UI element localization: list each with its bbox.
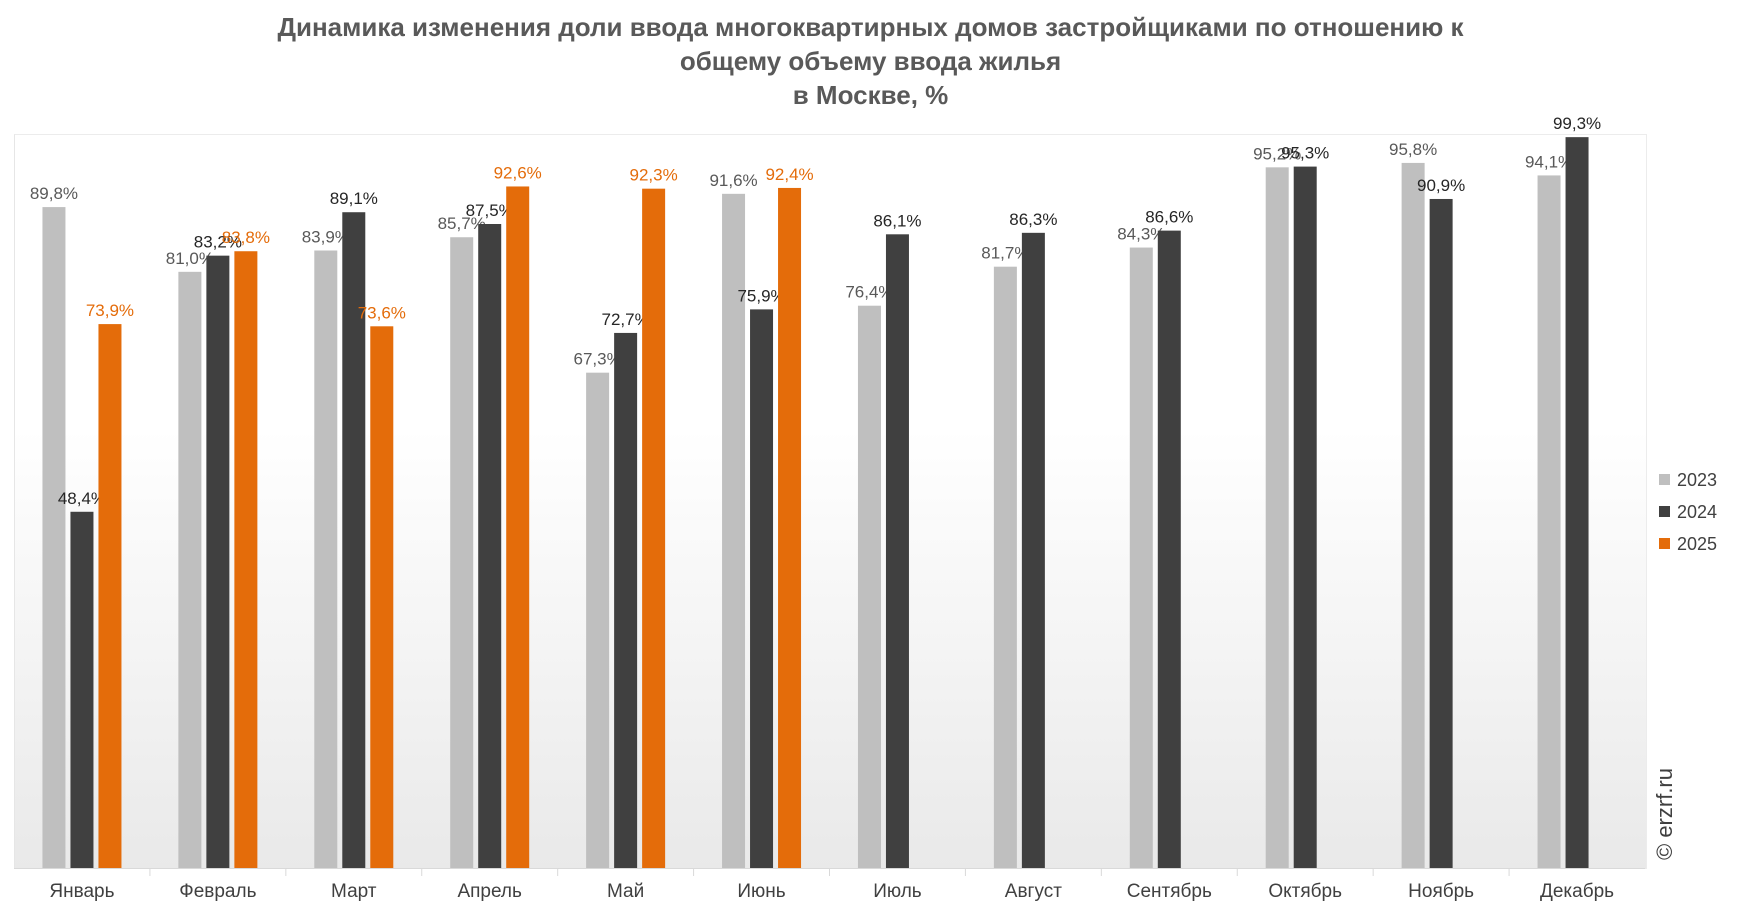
x-tick-label: Декабрь [1540,881,1614,902]
legend-swatch-2024 [1659,506,1670,517]
data-label-2024-1: 48,4% [58,489,106,508]
bar-2024-8 [1021,232,1045,868]
x-tick-label: Февраль [179,881,256,902]
bar-2023-8 [993,266,1017,868]
bar-2024-5 [614,332,638,869]
x-tick-label: Октябрь [1268,881,1342,902]
chart-title: Динамика изменения доли ввода многокварт… [0,10,1741,112]
x-tick-label: Июль [873,881,922,902]
legend-label-2025: 2025 [1677,534,1717,554]
data-label-2025-2: 83,8% [222,228,270,247]
data-label-2024-4: 87,5% [466,201,514,220]
bar-2024-6 [750,309,774,869]
data-label-2023-2: 81,0% [166,249,214,268]
bar-2025-4 [506,186,530,869]
bar-2025-5 [642,188,666,868]
bar-2023-7 [857,305,881,868]
plot-area [14,134,1647,869]
bar-2024-4 [478,224,502,868]
bar-2023-3 [314,250,338,869]
bar-2023-1 [42,207,66,868]
bar-2024-7 [885,234,909,868]
bar-2024-3 [342,212,366,868]
data-label-2023-1: 89,8% [30,184,78,203]
data-label-2024-5: 72,7% [602,310,650,329]
bar-2025-2 [234,251,258,868]
bar-2023-11 [1401,162,1425,869]
data-label-2024-12: 99,3% [1553,114,1601,133]
bar-2025-1 [98,324,122,868]
bar-2023-9 [1129,247,1153,868]
data-label-2024-9: 86,6% [1145,208,1193,227]
bar-2023-6 [722,193,746,869]
data-label-2025-3: 73,6% [358,303,406,322]
data-label-2024-2: 83,2% [194,233,242,252]
bar-2024-11 [1429,198,1453,868]
legend-swatch-2025 [1659,538,1670,549]
bar-2024-1 [70,511,94,868]
x-tick-label: Июнь [737,881,785,902]
bar-2023-10 [1265,167,1289,868]
data-label-2024-6: 75,9% [737,286,785,305]
legend-label-2023: 2023 [1677,470,1717,490]
bar-2023-5 [586,372,610,868]
x-tick-label: Сентябрь [1127,881,1212,902]
data-label-2024-8: 86,3% [1009,210,1057,229]
bar-2023-2 [178,271,202,869]
bar-2024-12 [1565,137,1589,869]
data-label-2024-10: 95,3% [1281,144,1329,163]
data-label-2025-6: 92,4% [765,165,813,184]
data-label-2023-10: 95,2% [1253,144,1301,163]
bar-2025-3 [370,326,394,869]
chart-title-line-3: в Москве, % [792,80,949,110]
x-tick-label: Май [607,881,644,902]
data-label-2023-8: 81,7% [981,244,1029,263]
data-label-2024-11: 90,9% [1417,176,1465,195]
data-label-2023-11: 95,8% [1389,140,1437,159]
data-label-2023-6: 91,6% [709,171,757,190]
data-label-2024-3: 89,1% [330,189,378,208]
data-label-2024-7: 86,1% [873,211,921,230]
watermark: © erzrf.ru [1652,768,1677,860]
bar-2023-12 [1537,175,1561,868]
data-label-2023-5: 67,3% [574,350,622,369]
legend-label-2024: 2024 [1677,502,1717,522]
data-label-2025-5: 92,3% [630,166,678,185]
chart-title-line-2: общему объему ввода жилья [679,46,1062,76]
data-label-2023-3: 83,9% [302,227,350,246]
bar-2024-2 [206,255,230,868]
x-tick-label: Январь [49,881,114,902]
data-label-2023-12: 94,1% [1525,152,1573,171]
bar-2024-9 [1157,230,1181,868]
data-label-2025-4: 92,6% [494,163,542,182]
data-label-2023-9: 84,3% [1117,225,1165,244]
bar-2024-10 [1293,166,1317,869]
x-tick-label: Март [331,881,377,902]
x-tick-label: Ноябрь [1408,881,1474,902]
bar-2025-6 [778,187,802,868]
data-label-2023-4: 85,7% [438,214,486,233]
x-tick-label: Август [1005,881,1062,902]
legend-swatch-2023 [1659,474,1670,485]
bar-2023-4 [450,237,474,869]
chart-title-line-1: Динамика изменения доли ввода многокварт… [277,12,1464,42]
data-label-2023-7: 76,4% [845,283,893,302]
data-label-2025-1: 73,9% [86,301,134,320]
x-tick-label: Апрель [457,881,522,902]
